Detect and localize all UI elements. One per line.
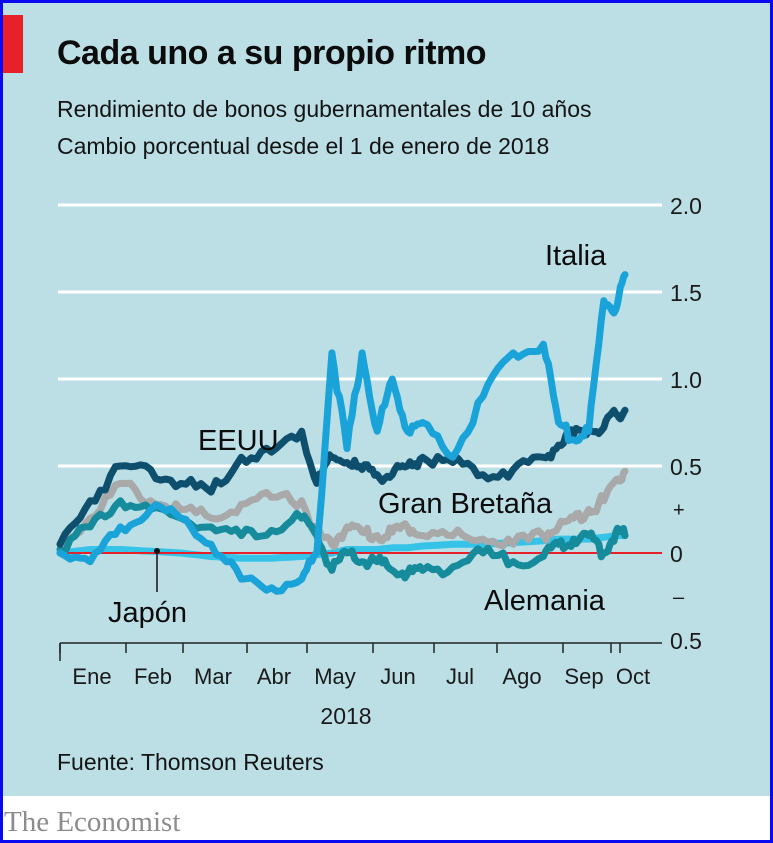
y-tick-label: 0.5 <box>670 454 702 480</box>
y-tick-label: 0.5 <box>670 628 702 654</box>
series-label-italia: Italia <box>545 240 607 272</box>
x-tick-label: Feb <box>134 664 172 689</box>
series-line-japon <box>56 532 629 562</box>
chart-subtitle-2: Cambio porcentual desde el 1 de enero de… <box>57 133 550 159</box>
series-label-alemania: Alemania <box>484 585 606 617</box>
x-tick-label: Abr <box>257 664 291 689</box>
x-tick-label: May <box>314 664 356 689</box>
y-minus-sign: – <box>673 587 685 609</box>
series-label-gran-bretana: Gran Bretaña <box>378 488 553 520</box>
x-tick-label: Jun <box>380 664 415 689</box>
y-tick-label: 1.5 <box>670 280 702 306</box>
series-line-gran-bretana <box>56 467 629 550</box>
series-line-italia <box>56 271 629 595</box>
x-tick-label: Oct <box>616 664 650 689</box>
x-axis-year-label: 2018 <box>320 703 371 729</box>
x-tick-label: Jul <box>446 664 474 689</box>
series-label-japon: Japón <box>108 597 187 629</box>
y-tick-label: 2.0 <box>670 193 702 219</box>
x-tick-label: Ene <box>72 664 111 689</box>
japon-pointer-dot <box>154 548 160 554</box>
x-tick-label: Sep <box>564 664 603 689</box>
y-tick-label: 1.0 <box>670 367 702 393</box>
red-accent-bar <box>3 15 23 73</box>
economist-logo: The Economist <box>4 806 181 838</box>
x-tick-label: Ago <box>502 664 541 689</box>
x-tick-label: Mar <box>194 664 232 689</box>
source-note: Fuente: Thomson Reuters <box>57 749 324 775</box>
y-plus-sign: + <box>673 500 685 522</box>
chart-subtitle-1: Rendimiento de bonos gubernamentales de … <box>57 96 592 122</box>
y-tick-label: 0 <box>670 541 683 567</box>
series-label-eeuu: EEUU <box>198 425 279 457</box>
chart-title: Cada uno a su propio ritmo <box>57 34 487 72</box>
